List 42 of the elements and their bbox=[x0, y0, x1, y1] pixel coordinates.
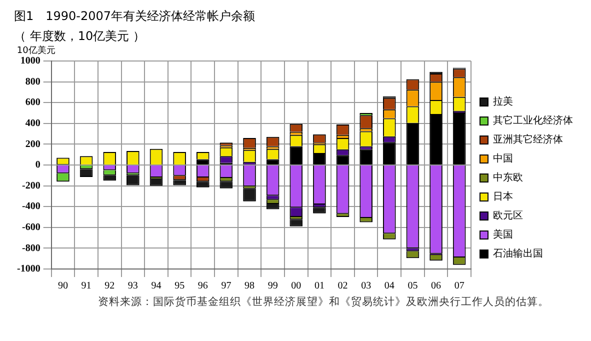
chart-title: 图1 1990-2007年有关经济体经常帐户余额 bbox=[14, 8, 256, 25]
x-tick-label: 96 bbox=[198, 280, 208, 292]
x-tick-label: 00 bbox=[291, 280, 302, 292]
y-tick-label: -600 bbox=[22, 222, 40, 233]
text: 资料来源：国际货币基金组织《世界经济展望》和《贸易统计》及欧洲央行工作人员的估算。 bbox=[98, 295, 550, 309]
x-tick-label: 05 bbox=[408, 280, 418, 292]
y-tick-label: -800 bbox=[22, 242, 40, 254]
y-tick-label: 400 bbox=[25, 118, 40, 129]
y-tick-label: 0 bbox=[35, 160, 40, 171]
y-tick-label: 800 bbox=[25, 76, 40, 88]
legend-label: 其它工业化经济体 bbox=[493, 114, 573, 127]
x-tick-label: 98 bbox=[244, 280, 255, 292]
y-tick-label: -400 bbox=[22, 201, 40, 212]
legend-label: 中东欧 bbox=[493, 172, 523, 184]
legend-label: 亚洲其它经济体 bbox=[493, 134, 563, 146]
x-tick-label: 07 bbox=[454, 280, 464, 292]
x-tick-label: 92 bbox=[104, 280, 115, 292]
x-tick-label: 06 bbox=[431, 280, 442, 292]
y-tick-label: -200 bbox=[22, 180, 40, 192]
y-axis-title: 10亿美元 bbox=[16, 45, 56, 56]
y-tick-label: 200 bbox=[25, 138, 40, 150]
y-tick-label: 1000 bbox=[20, 56, 40, 67]
legend-label: 石油输出国 bbox=[493, 248, 543, 260]
x-tick-label: 99 bbox=[268, 280, 278, 292]
x-tick-label: 90 bbox=[58, 280, 68, 292]
y-tick-label: 600 bbox=[25, 97, 40, 108]
legend-label: 中国 bbox=[493, 152, 513, 165]
legend-label: 欧元区 bbox=[493, 210, 523, 222]
x-tick-label: 97 bbox=[221, 280, 232, 292]
legend-label: 拉美 bbox=[493, 96, 513, 108]
x-tick-label: 04 bbox=[384, 280, 394, 292]
legend-label: 日本 bbox=[493, 190, 513, 203]
chart-subtitle: （ 年度数，10亿美元 ） bbox=[14, 28, 146, 45]
x-tick-label: 94 bbox=[151, 280, 162, 292]
x-tick-label: 03 bbox=[361, 280, 372, 292]
legend-label: 美国 bbox=[493, 228, 513, 241]
x-tick-label: 02 bbox=[338, 280, 348, 292]
y-tick-label: -1000 bbox=[16, 264, 40, 275]
x-tick-label: 95 bbox=[174, 280, 185, 292]
x-tick-label: 01 bbox=[314, 280, 324, 292]
x-tick-label: 93 bbox=[128, 280, 138, 292]
x-tick-label: 91 bbox=[81, 280, 92, 292]
